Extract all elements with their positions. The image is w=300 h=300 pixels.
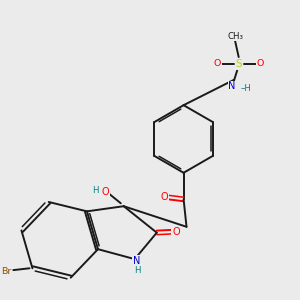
Text: O: O [101, 187, 109, 197]
Text: N: N [228, 81, 236, 92]
Text: Br: Br [1, 267, 11, 276]
Text: –H: –H [240, 84, 251, 93]
Text: N: N [133, 256, 140, 266]
Text: O: O [214, 59, 221, 68]
Text: H: H [92, 186, 99, 195]
Text: H: H [134, 266, 141, 275]
Text: O: O [161, 192, 168, 203]
Text: O: O [172, 227, 180, 237]
Text: O: O [256, 59, 264, 68]
Text: S: S [236, 59, 242, 69]
Text: CH₃: CH₃ [227, 32, 243, 40]
